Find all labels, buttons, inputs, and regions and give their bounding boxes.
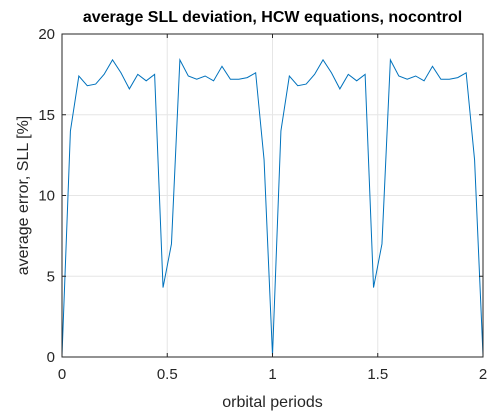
x-tick-label: 0.5 <box>157 366 178 383</box>
y-tick-label: 0 <box>47 349 55 366</box>
y-tick-label: 15 <box>38 107 55 124</box>
x-tick-label: 0 <box>58 366 66 383</box>
x-tick-label: 1.5 <box>367 366 388 383</box>
chart-title: average SLL deviation, HCW equations, no… <box>83 9 462 26</box>
y-axis-label: average error, SLL [%] <box>15 116 32 276</box>
x-axis-label: orbital periods <box>222 394 323 411</box>
x-tick-label: 1 <box>268 366 276 383</box>
y-tick-label: 20 <box>38 26 55 43</box>
y-tick-label: 5 <box>47 268 55 285</box>
y-tick-label: 10 <box>38 188 55 205</box>
grid <box>61 33 484 358</box>
x-tick-label: 2 <box>479 366 487 383</box>
